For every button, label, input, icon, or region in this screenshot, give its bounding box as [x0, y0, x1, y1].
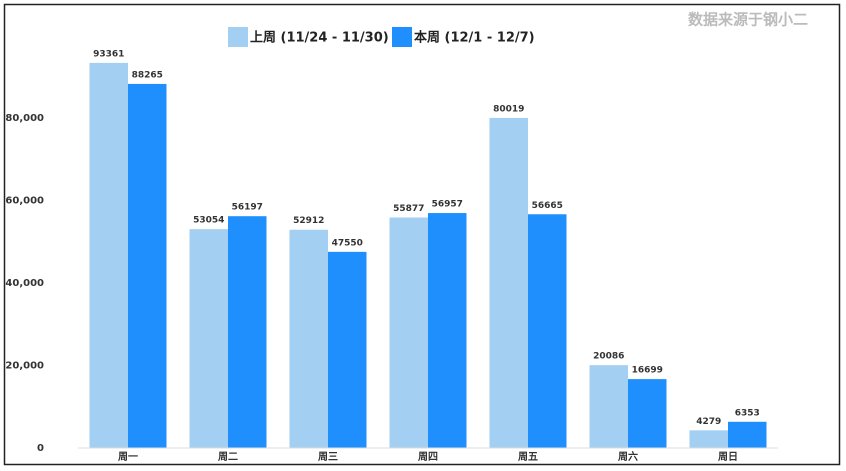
value-label: 16699 [632, 366, 663, 376]
bar [489, 117, 528, 448]
bar [428, 213, 467, 448]
value-label: 88265 [132, 70, 163, 80]
value-label: 80019 [493, 104, 524, 114]
bar [589, 365, 628, 448]
legend-label: 本周 (12/1 - 12/7) [414, 30, 535, 46]
value-label: 56197 [232, 203, 263, 213]
bar [628, 379, 667, 448]
x-tick-label: 周二 [218, 451, 238, 463]
bar [289, 229, 328, 448]
y-tick-label: 40,000 [5, 278, 44, 289]
value-label: 55877 [393, 204, 424, 214]
x-tick-label: 周五 [518, 451, 538, 463]
bar [389, 217, 428, 448]
value-label: 52912 [293, 216, 324, 226]
value-label: 4279 [696, 417, 721, 427]
value-label: 20086 [593, 352, 624, 362]
value-label: 56665 [532, 201, 563, 211]
bar [728, 421, 767, 448]
bar [189, 229, 228, 448]
y-tick-label: 20,000 [5, 361, 44, 372]
bar [328, 251, 367, 448]
legend-swatch [228, 27, 248, 47]
value-label: 6353 [735, 408, 760, 418]
y-tick-label: 80,000 [5, 113, 44, 124]
x-tick-label: 周三 [318, 451, 338, 463]
bar [128, 83, 167, 449]
x-tick-label: 周日 [718, 451, 738, 463]
bar [228, 216, 267, 448]
legend-swatch [392, 27, 412, 47]
bar [89, 62, 128, 449]
x-tick-label: 周六 [618, 450, 638, 463]
y-tick-label: 0 [37, 443, 44, 454]
legend-label: 上周 (11/24 - 11/30) [250, 31, 389, 46]
value-label: 56957 [432, 200, 463, 210]
value-label: 47550 [332, 238, 363, 248]
x-tick-label: 周一 [118, 451, 138, 463]
bar [528, 214, 567, 448]
x-tick-label: 周四 [418, 451, 438, 463]
bar [689, 430, 728, 448]
value-label: 53054 [193, 216, 224, 226]
value-label: 93361 [93, 49, 124, 59]
y-tick-label: 60,000 [5, 196, 44, 207]
source-note: 数据来源于钢小二 [688, 11, 808, 29]
